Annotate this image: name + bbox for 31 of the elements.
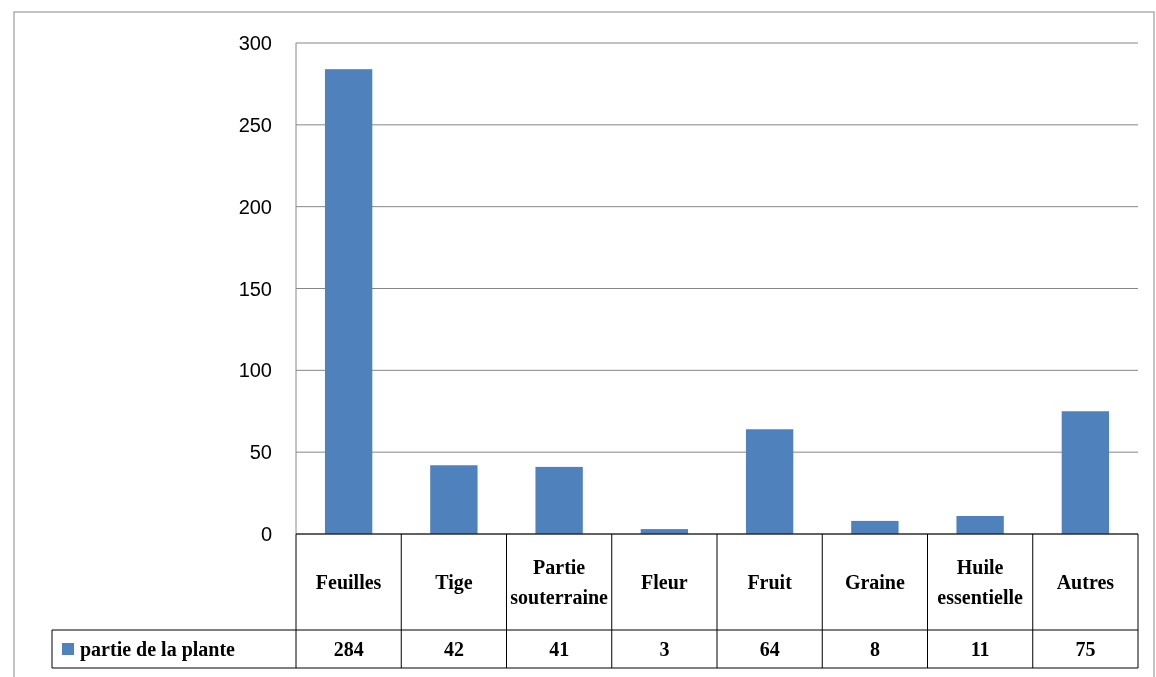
y-tick-label: 100 — [238, 359, 272, 382]
y-tick-label: 150 — [238, 277, 272, 300]
bar — [1061, 411, 1110, 534]
y-tick-label: 250 — [238, 113, 272, 136]
y-tick-label: 200 — [238, 195, 272, 218]
bar — [324, 69, 373, 534]
bar — [430, 465, 478, 534]
bar — [851, 520, 899, 534]
x-tick-label: Feuilles — [315, 571, 382, 593]
bar — [535, 466, 583, 534]
x-tick-label: Tige — [435, 571, 473, 594]
data-label: 64 — [759, 638, 780, 660]
bar — [745, 429, 794, 534]
y-tick-label: 0 — [260, 523, 272, 545]
data-label: 3 — [659, 638, 670, 660]
y-tick-label: 50 — [249, 441, 272, 464]
x-tick-label: Autres — [1056, 571, 1115, 593]
x-tick-label: Graine — [844, 571, 905, 593]
x-tick-label: Partie souterraine — [510, 556, 609, 608]
data-label: 41 — [549, 638, 570, 660]
y-tick-label: 300 — [238, 32, 272, 54]
data-label: 284 — [333, 638, 364, 660]
bar — [956, 516, 1004, 534]
x-tick-label: Fruit — [747, 571, 793, 593]
data-label: 11 — [970, 638, 990, 660]
data-label: 42 — [443, 638, 464, 660]
data-label: 8 — [869, 638, 880, 660]
data-label: 75 — [1075, 638, 1096, 660]
x-tick-label: Huile essentielle — [937, 556, 1024, 608]
x-tick-label: Fleur — [641, 571, 688, 593]
legend-label: partie de la plante — [80, 638, 236, 661]
